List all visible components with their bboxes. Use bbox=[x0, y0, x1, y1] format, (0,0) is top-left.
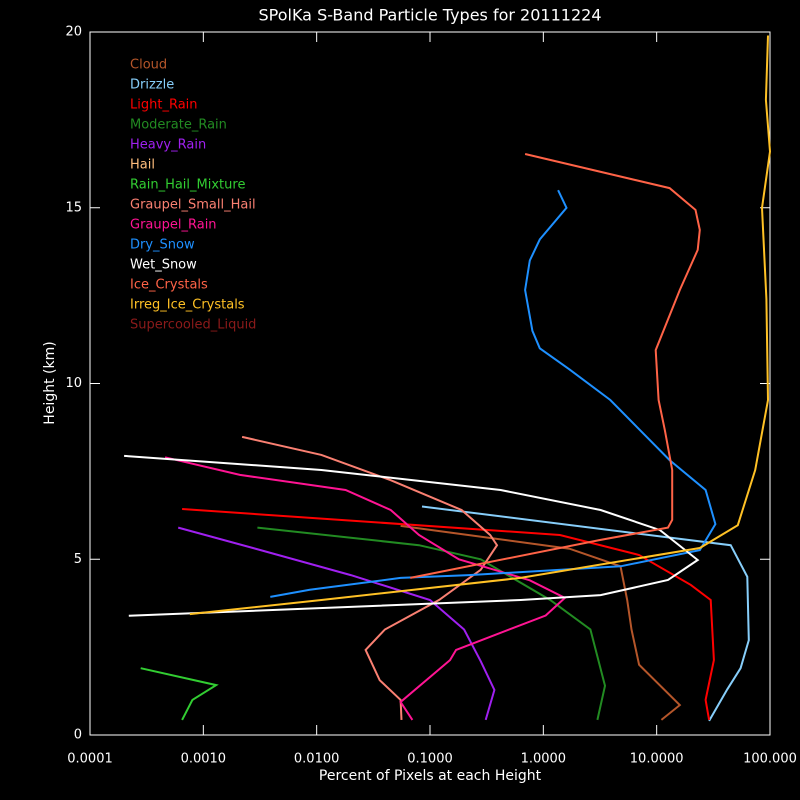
y-axis-label: Height (km) bbox=[42, 341, 58, 424]
legend-entry: Graupel_Small_Hail bbox=[130, 198, 256, 213]
x-tick-label: 1.0000 bbox=[521, 752, 567, 767]
series-line bbox=[124, 454, 700, 617]
chart-title: SPolKa S-Band Particle Types for 2011122… bbox=[259, 6, 602, 25]
series-line bbox=[410, 153, 701, 579]
legend-entry: Hail bbox=[130, 158, 155, 173]
legend-entry: Light_Rain bbox=[130, 98, 198, 113]
x-tick-label: 0.0100 bbox=[294, 752, 340, 767]
x-axis-label: Percent of Pixels at each Height bbox=[319, 768, 542, 784]
legend-entry: Rain_Hail_Mixture bbox=[130, 178, 245, 193]
x-tick-label: 100.000 bbox=[743, 752, 797, 767]
series-line bbox=[140, 667, 219, 721]
series-line bbox=[257, 526, 607, 721]
y-tick-label: 10 bbox=[65, 376, 82, 391]
y-tick-label: 15 bbox=[65, 200, 82, 215]
series-line bbox=[177, 526, 496, 721]
series-line bbox=[164, 456, 567, 721]
x-tick-label: 0.0001 bbox=[67, 752, 113, 767]
series-line bbox=[421, 505, 750, 722]
legend-entry: Ice_Crystals bbox=[130, 278, 208, 293]
y-tick-label: 0 bbox=[74, 728, 82, 743]
legend-entry: Heavy_Rain bbox=[130, 138, 206, 153]
series-line bbox=[241, 435, 499, 720]
legend-entry: Drizzle bbox=[130, 78, 174, 93]
x-tick-label: 0.1000 bbox=[407, 752, 453, 767]
x-tick-label: 0.0010 bbox=[181, 752, 227, 767]
legend-entry: Wet_Snow bbox=[130, 258, 197, 273]
series-line bbox=[400, 524, 682, 721]
legend-entry: Moderate_Rain bbox=[130, 118, 227, 133]
legend-entry: Irreg_Ice_Crystals bbox=[130, 298, 245, 313]
legend-entry: Supercooled_Liquid bbox=[130, 318, 256, 333]
x-tick-label: 10.0000 bbox=[630, 752, 684, 767]
legend-entry: Dry_Snow bbox=[130, 238, 195, 253]
series-line bbox=[189, 35, 772, 616]
legend-entry: Graupel_Rain bbox=[130, 218, 217, 233]
y-tick-label: 5 bbox=[74, 552, 82, 567]
legend-entry: Cloud bbox=[130, 58, 167, 73]
y-tick-label: 20 bbox=[65, 25, 82, 40]
series-line bbox=[270, 189, 717, 598]
series-line bbox=[182, 508, 715, 721]
